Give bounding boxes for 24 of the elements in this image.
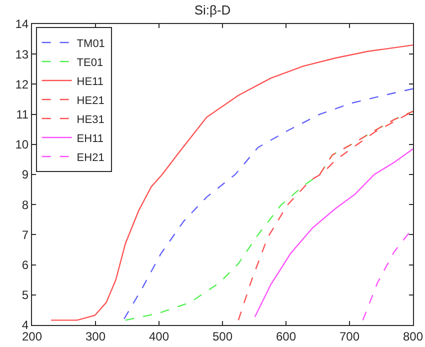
x-tick-label: 600 bbox=[276, 329, 296, 344]
y-tick-label: 12 bbox=[15, 77, 29, 92]
x-tick-label: 300 bbox=[85, 329, 106, 344]
x-tick-label: 800 bbox=[402, 329, 424, 344]
legend-label: EH11 bbox=[76, 132, 104, 145]
y-tick-label: 10 bbox=[15, 138, 29, 152]
y-tick-label: 11 bbox=[16, 108, 29, 122]
y-tick-label: 9 bbox=[22, 168, 29, 182]
y-tick-label: 14 bbox=[15, 17, 29, 32]
y-tick-label: 6 bbox=[22, 258, 29, 272]
x-tick-label: 700 bbox=[339, 329, 360, 344]
y-tick-label: 7 bbox=[22, 228, 29, 242]
legend-label: TE01 bbox=[76, 56, 104, 69]
x-tick-label: 400 bbox=[148, 329, 170, 344]
legend-label: HE11 bbox=[76, 76, 104, 88]
legend-label: HE31 bbox=[76, 114, 104, 126]
legend-label: EH21 bbox=[76, 152, 104, 164]
y-tick-label: 5 bbox=[22, 288, 29, 302]
y-tick-label: 13 bbox=[15, 47, 29, 62]
legend-label: TM01 bbox=[76, 38, 105, 50]
x-tick-label: 500 bbox=[212, 329, 233, 344]
legend-label: HE21 bbox=[76, 94, 104, 107]
y-tick-label: 8 bbox=[22, 198, 29, 212]
chart-title: Si:β-D bbox=[194, 2, 231, 18]
